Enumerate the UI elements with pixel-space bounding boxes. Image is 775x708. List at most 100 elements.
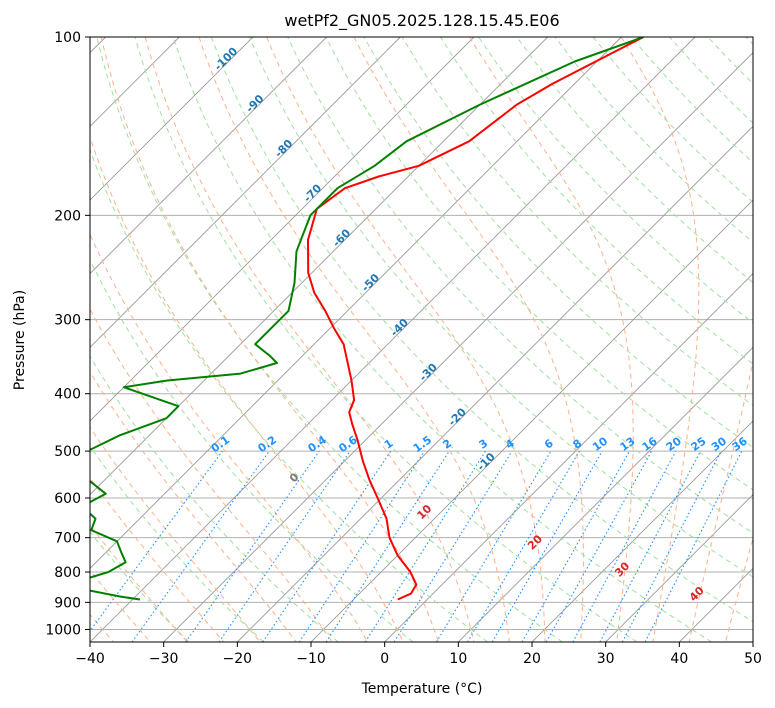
moist-adiabat-label: 0 xyxy=(287,470,302,485)
dry-adiabat-line xyxy=(745,37,753,45)
mixing-ratio-line xyxy=(393,450,513,642)
isotherm-label: -90 xyxy=(243,92,266,115)
isotherm-line xyxy=(90,37,475,422)
mixing-ratio-label: 6 xyxy=(542,437,556,452)
isotherm-label: -60 xyxy=(330,226,353,249)
isotherm-line xyxy=(90,37,622,569)
plot-frame xyxy=(89,36,754,643)
isotherm-line xyxy=(458,346,753,642)
isotherm-line xyxy=(752,641,753,642)
isotherm-label: -70 xyxy=(301,181,324,204)
dry-adiabat-line xyxy=(325,37,753,491)
moist-adiabat-line xyxy=(90,524,188,642)
y-tick-label: 900 xyxy=(54,595,81,611)
x-tick-label: 10 xyxy=(449,651,467,667)
dry-adiabat-line xyxy=(439,37,753,365)
mixing-ratio-line xyxy=(599,450,702,642)
moist-adiabat-line xyxy=(725,536,753,642)
dewpoint-profile-line xyxy=(90,37,644,601)
dry-adiabat-line xyxy=(287,37,753,534)
moist-adiabat-line xyxy=(90,135,404,642)
x-tick-label: −30 xyxy=(149,651,179,667)
dry-adiabat-line xyxy=(592,37,753,203)
y-tick-label: 800 xyxy=(54,565,81,581)
moist-adiabat-line xyxy=(90,232,369,642)
moist-adiabat-line xyxy=(353,37,584,642)
moist-adiabat-line xyxy=(469,37,634,642)
moist-adiabat-label: 10 xyxy=(414,502,434,522)
isotherm-line xyxy=(531,420,753,642)
moist-adiabat-line xyxy=(90,308,333,642)
dry-adiabat-line xyxy=(96,37,563,642)
dry-adiabat-line xyxy=(90,355,339,642)
mixing-ratio-label: 1.5 xyxy=(411,433,434,455)
y-tick-label: 400 xyxy=(54,387,81,403)
x-tick-label: 20 xyxy=(523,651,541,667)
mixing-ratio-label: 0.1 xyxy=(209,433,232,455)
dry-adiabat-line xyxy=(90,531,190,642)
dry-adiabat-line xyxy=(210,37,753,623)
chart-title: wetPf2_GN05.2025.128.15.45.E06 xyxy=(284,11,559,31)
isotherm-line xyxy=(679,567,753,642)
mixing-ratio-label: 3 xyxy=(477,437,491,452)
moist-adiabat-label: 30 xyxy=(612,559,632,579)
x-tick-label: 30 xyxy=(597,651,615,667)
dry-adiabat-line xyxy=(401,37,753,406)
mixing-ratio-line xyxy=(325,450,450,642)
y-tick-label: 500 xyxy=(54,444,81,460)
x-tick-label: 50 xyxy=(744,651,762,667)
mixing-ratio-line xyxy=(364,450,486,642)
isotherm-line xyxy=(237,125,753,642)
isotherm-line xyxy=(90,37,401,348)
x-tick-label: −20 xyxy=(223,651,253,667)
y-tick-label: 300 xyxy=(54,313,81,329)
y-tick-label: 1000 xyxy=(45,622,81,638)
dry-adiabat-line xyxy=(478,37,753,324)
mixing-ratio-line xyxy=(467,450,580,642)
dry-adiabat-line xyxy=(669,37,753,124)
dry-adiabat-line xyxy=(134,37,638,642)
y-tick-label: 600 xyxy=(54,491,81,507)
mixing-ratio-label: 0.2 xyxy=(256,433,279,455)
isotherm-line xyxy=(90,37,254,201)
mixing-ratio-label: 2 xyxy=(440,437,454,452)
isotherm-line xyxy=(605,494,753,642)
series-layer xyxy=(90,37,644,601)
x-tick-label: −40 xyxy=(75,651,105,667)
x-axis-title: Temperature (°C) xyxy=(361,681,483,697)
x-tick-label: 0 xyxy=(380,651,389,667)
moist-adiabat-line xyxy=(90,370,297,642)
mixing-ratio-line xyxy=(572,450,677,642)
dry-adiabat-line xyxy=(172,37,712,642)
mixing-ratio-line xyxy=(218,450,351,642)
isotherm-line xyxy=(384,273,753,642)
isotherm-label: -80 xyxy=(272,137,295,160)
moist-adiabat-label: 40 xyxy=(687,584,707,604)
mixing-ratio-line xyxy=(262,450,392,642)
dry-adiabat-line xyxy=(554,37,753,243)
dry-adiabat-line xyxy=(249,37,753,578)
y-tick-label: 200 xyxy=(54,208,81,224)
grid-layer xyxy=(90,37,753,642)
isotherm-line xyxy=(90,37,696,642)
mixing-ratio-line xyxy=(185,450,320,642)
dry-adiabat-line xyxy=(90,445,264,642)
dry-adiabat-line xyxy=(90,148,488,642)
dry-adiabat-line xyxy=(90,258,414,642)
moist-adiabat-line xyxy=(688,358,753,642)
y-tick-label: 700 xyxy=(54,531,81,547)
moist-adiabat-line xyxy=(90,426,261,642)
mixing-ratio-line xyxy=(644,450,743,642)
isotherm-line xyxy=(90,37,548,496)
x-tick-label: −10 xyxy=(296,651,326,667)
moist-adiabat-line xyxy=(266,37,546,642)
isotherm-label: -50 xyxy=(359,271,382,294)
mixing-ratio-line xyxy=(90,450,223,632)
mixing-ratio-line xyxy=(435,450,552,642)
moist-adiabat-line xyxy=(100,37,439,642)
x-tick-label: 40 xyxy=(670,651,688,667)
isotherm-line xyxy=(163,52,753,642)
moist-adiabat-label: 20 xyxy=(525,532,545,552)
isotherm-line xyxy=(310,199,753,642)
